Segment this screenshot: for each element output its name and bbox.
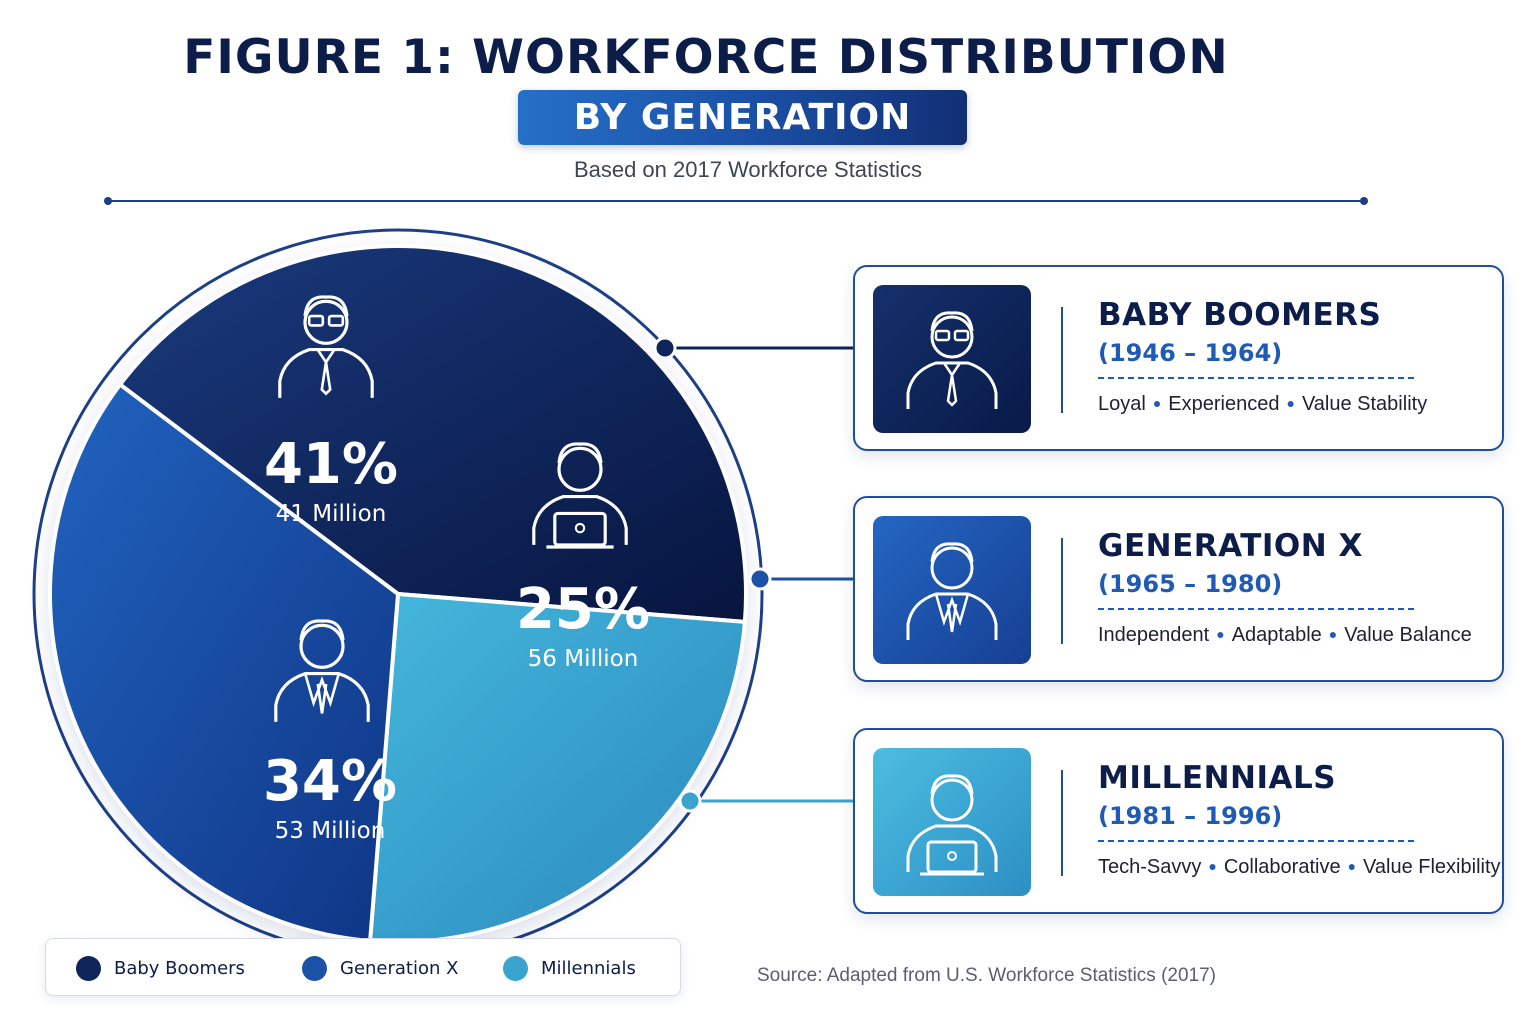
- card-years: (1981 – 1996): [1098, 802, 1283, 830]
- divider-dot-right: [1360, 197, 1368, 205]
- trait-label: Independent: [1098, 624, 1210, 646]
- bullet-separator: ●: [1216, 626, 1225, 642]
- slice-percent-label: 41%: [264, 432, 398, 497]
- divider-dot-left: [104, 197, 112, 205]
- legend-item-generation-x: Generation X: [302, 939, 458, 997]
- trait-label: Tech-Savvy: [1098, 856, 1202, 878]
- legend-label: Baby Boomers: [114, 957, 245, 979]
- card-icon-tile: [873, 285, 1031, 433]
- card-traits: Tech-Savvy ● Collaborative ● Value Flexibili…: [1098, 856, 1501, 879]
- legend-swatch: [76, 955, 101, 981]
- legend-swatch: [503, 955, 528, 981]
- card-icon-tile: [873, 748, 1031, 896]
- card-dashed-rule: [1098, 840, 1414, 842]
- chart-caption: Based on 2017 Workforce Statistics: [573, 157, 923, 182]
- pie-slice-baby-boomers: [117, 244, 748, 625]
- card-divider: [1061, 770, 1063, 876]
- legend: Baby Boomers Generation X Millennials: [45, 938, 681, 996]
- chart-subtitle: BY GENERATION: [518, 90, 967, 145]
- connector-dot: [748, 567, 772, 591]
- slice-percent-label: 25%: [516, 577, 650, 642]
- trait-label: Value Balance: [1344, 624, 1472, 646]
- slice-count-label: 56 Million: [528, 646, 639, 672]
- card-years: (1965 – 1980): [1098, 570, 1283, 598]
- person-with-laptop-icon: [532, 442, 628, 549]
- card-traits: Independent ● Adaptable ● Value Balance: [1098, 624, 1472, 647]
- card-title: GENERATION X: [1098, 528, 1363, 564]
- card-dashed-rule: [1098, 377, 1414, 379]
- slice-count-label: 41 Million: [276, 501, 387, 527]
- connector-dot: [653, 336, 677, 360]
- pie-slice-generation-x: [48, 381, 401, 944]
- pie-chart: 41% 41 Million 34% 53 Million 25% 56 Million: [32, 228, 856, 960]
- trait-label: Collaborative: [1223, 856, 1341, 878]
- trait-label: Value Flexibility: [1363, 856, 1501, 878]
- generation-card-millennials: MILLENNIALS (1981 – 1996) Tech-Savvy ● Colla…: [853, 728, 1504, 914]
- older-man-with-glasses-icon: [278, 295, 374, 398]
- man-in-suit-icon: [274, 619, 370, 722]
- man-in-suit-icon: [906, 542, 998, 640]
- card-divider: [1061, 307, 1063, 413]
- generation-card-generation-x: GENERATION X (1965 – 1980) Independent ● Ada…: [853, 496, 1504, 682]
- header-divider: [108, 200, 1364, 202]
- legend-label: Generation X: [340, 957, 459, 979]
- chart-title: FIGURE 1: WORKFORCE DISTRIBUTION: [183, 30, 1229, 85]
- card-title: BABY BOOMERS: [1098, 297, 1382, 333]
- trait-label: Experienced: [1168, 393, 1280, 415]
- card-icon-tile: [873, 516, 1031, 664]
- bullet-separator: ●: [1208, 858, 1217, 874]
- bullet-separator: ●: [1286, 395, 1295, 411]
- legend-item-millennials: Millennials: [503, 939, 636, 997]
- card-traits: Loyal ● Experienced ● Value Stability: [1098, 393, 1427, 416]
- source-note: Source: Adapted from U.S. Workforce Stat…: [757, 965, 1217, 986]
- bullet-separator: ●: [1152, 395, 1162, 411]
- slice-percent-label: 34%: [263, 749, 397, 814]
- older-man-with-glasses-icon: [906, 311, 998, 409]
- card-years: (1946 – 1964): [1098, 339, 1283, 367]
- legend-item-baby-boomers: Baby Boomers: [76, 939, 245, 997]
- bullet-separator: ●: [1328, 626, 1338, 642]
- card-title: MILLENNIALS: [1098, 760, 1337, 796]
- trait-label: Value Stability: [1301, 393, 1428, 415]
- person-with-laptop-icon: [906, 774, 998, 876]
- trait-label: Adaptable: [1231, 624, 1322, 646]
- card-dashed-rule: [1098, 608, 1414, 610]
- card-divider: [1061, 538, 1063, 644]
- bullet-separator: ●: [1347, 858, 1357, 874]
- generation-card-baby-boomers: BABY BOOMERS (1946 – 1964) Loyal ● Experienc…: [853, 265, 1504, 451]
- legend-label: Millennials: [541, 957, 636, 979]
- connector-dot: [678, 789, 702, 813]
- legend-swatch: [302, 955, 327, 981]
- trait-label: Loyal: [1098, 393, 1146, 415]
- slice-count-label: 53 Million: [275, 818, 386, 844]
